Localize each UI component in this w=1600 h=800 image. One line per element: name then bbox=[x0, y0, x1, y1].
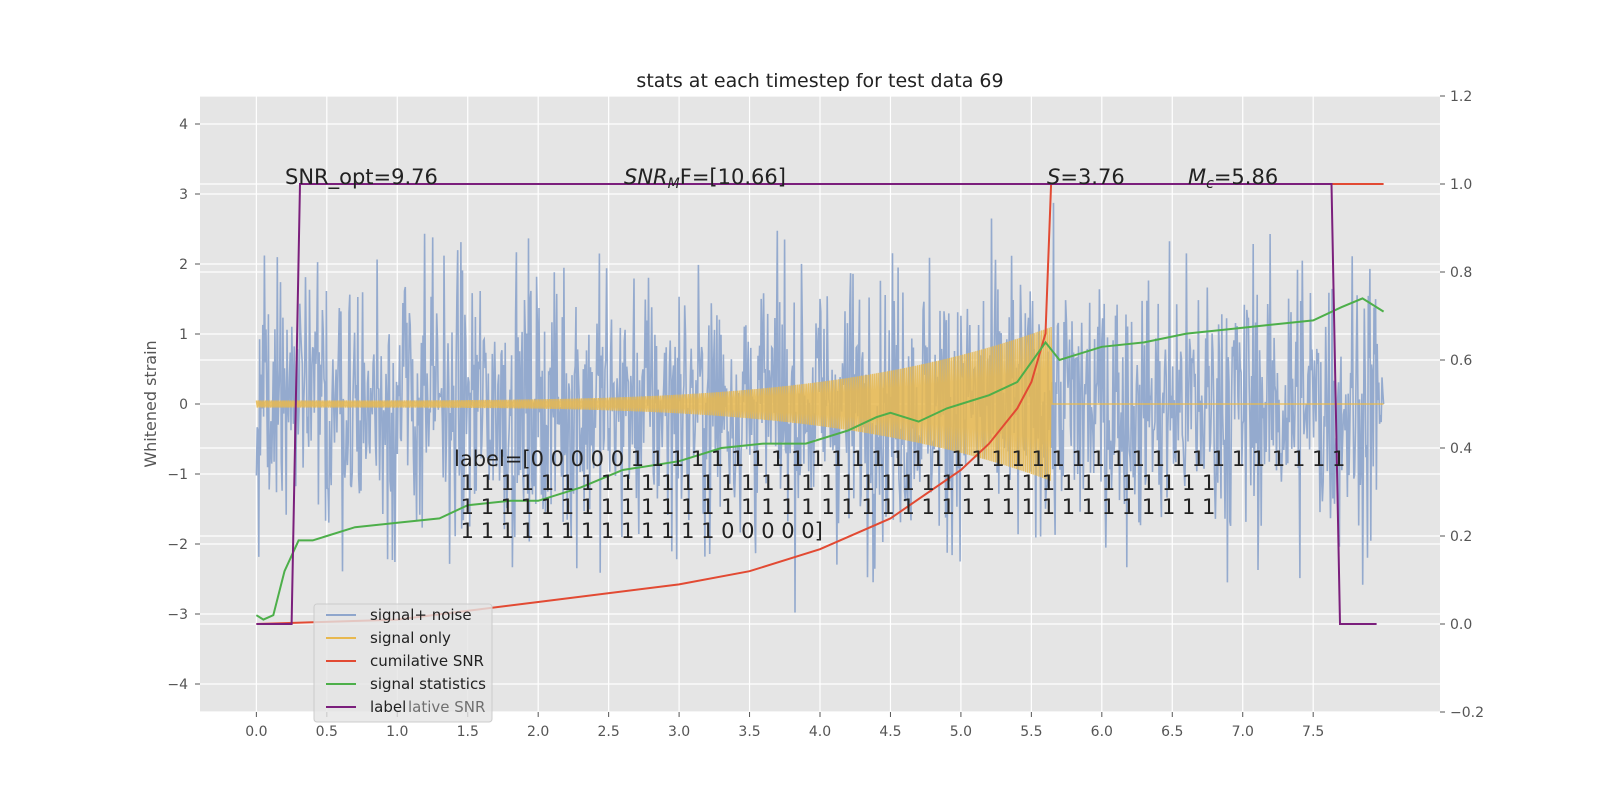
y-tick-label-3: −1 bbox=[167, 467, 188, 483]
x-tick-label-14: 7.0 bbox=[1232, 724, 1254, 740]
x-tick-label-12: 6.0 bbox=[1091, 724, 1113, 740]
y-tick-label-8: 4 bbox=[179, 117, 188, 133]
legend-label-label: label bbox=[370, 698, 406, 716]
y2-tick-label-6: 1.0 bbox=[1450, 177, 1472, 193]
x-tick-label-4: 2.0 bbox=[527, 724, 549, 740]
x-tick-label-15: 7.5 bbox=[1302, 724, 1324, 740]
y2-tick-label-0: −0.2 bbox=[1450, 705, 1484, 721]
y-tick-label-6: 2 bbox=[179, 257, 188, 273]
y2-tick-label-5: 0.8 bbox=[1450, 265, 1472, 281]
y-axis-label: Whitened strain bbox=[141, 340, 160, 467]
legend-label-signal-statistics: signal statistics bbox=[370, 675, 486, 693]
y-tick-label-4: 0 bbox=[179, 397, 188, 413]
x-tick-label-3: 1.5 bbox=[457, 724, 479, 740]
chart-title: stats at each timestep for test data 69 bbox=[636, 70, 1003, 92]
x-tick-label-2: 1.0 bbox=[386, 724, 408, 740]
x-tick-label-0: 0.0 bbox=[245, 724, 267, 740]
y2-tick-label-1: 0.0 bbox=[1450, 617, 1472, 633]
annotation-label-line-2: 1 1 1 1 1 1 1 1 1 1 1 1 1 1 1 1 1 1 1 1 … bbox=[454, 471, 1215, 495]
y-tick-label-7: 3 bbox=[179, 187, 188, 203]
x-tick-label-5: 2.5 bbox=[598, 724, 620, 740]
series-signal-statistics bbox=[255, 297, 1385, 621]
x-tick-label-9: 4.5 bbox=[879, 724, 901, 740]
series-layer bbox=[255, 183, 1385, 625]
x-tick-label-13: 6.5 bbox=[1161, 724, 1183, 740]
annotation-label-line-4: 1 1 1 1 1 1 1 1 1 1 1 1 1 0 0 0 0 0] bbox=[454, 519, 823, 543]
x-tick-label-1: 0.5 bbox=[316, 724, 338, 740]
y2-tick-label-3: 0.4 bbox=[1450, 441, 1472, 457]
y-tick-label-2: −2 bbox=[167, 537, 188, 553]
legend-overlap-text: lative SNR bbox=[408, 698, 485, 716]
annotation-label-line-3: 1 1 1 1 1 1 1 1 1 1 1 1 1 1 1 1 1 1 1 1 … bbox=[454, 495, 1215, 519]
y-tick-label-1: −3 bbox=[167, 607, 188, 623]
series-signal-only bbox=[255, 326, 1384, 481]
annotations: SNR_opt=9.76 SNRMF=[10.66] S=3.76 Mc=5.8… bbox=[285, 165, 1345, 543]
annotation-s: S=3.76 bbox=[1047, 165, 1125, 189]
y-tick-label-5: 1 bbox=[179, 327, 188, 343]
legend: signal+ noise signal only cumilative SNR… bbox=[313, 603, 493, 723]
series-signal-noise bbox=[255, 202, 1385, 613]
series-cumilative-snr bbox=[256, 183, 1384, 625]
legend-box bbox=[313, 603, 493, 723]
x-tick-label-11: 5.5 bbox=[1020, 724, 1042, 740]
annotation-snr-mf: SNRMF=[10.66] bbox=[624, 165, 786, 192]
x-tick-label-6: 3.0 bbox=[668, 724, 690, 740]
annotation-snr-opt: SNR_opt=9.76 bbox=[285, 165, 438, 190]
annotation-mc: Mc=5.86 bbox=[1188, 165, 1278, 192]
y-tick-label-0: −4 bbox=[167, 677, 188, 693]
y2-tick-label-7: 1.2 bbox=[1450, 89, 1472, 105]
series-label bbox=[256, 183, 1377, 625]
x-tick-label-10: 5.0 bbox=[950, 724, 972, 740]
x-tick-label-7: 3.5 bbox=[738, 724, 760, 740]
legend-label-signal-noise: signal+ noise bbox=[370, 606, 472, 624]
axes: 0.0 0.5 1.0 1.5 2.0 2.5 3.0 3.5 4.0 4.5 5.0 5.5 6.0 6… bbox=[167, 89, 1484, 740]
y2-tick-label-2: 0.2 bbox=[1450, 529, 1472, 545]
x-tick-label-8: 4.0 bbox=[809, 724, 831, 740]
y2-tick-label-4: 0.6 bbox=[1450, 353, 1472, 369]
legend-label-cumulative-snr: cumilative SNR bbox=[370, 652, 484, 670]
legend-label-signal-only: signal only bbox=[370, 629, 451, 647]
annotation-label-line-1: label=[0 0 0 0 0 1 1 1 1 1 1 1 1 1 1 1 1… bbox=[454, 447, 1345, 471]
